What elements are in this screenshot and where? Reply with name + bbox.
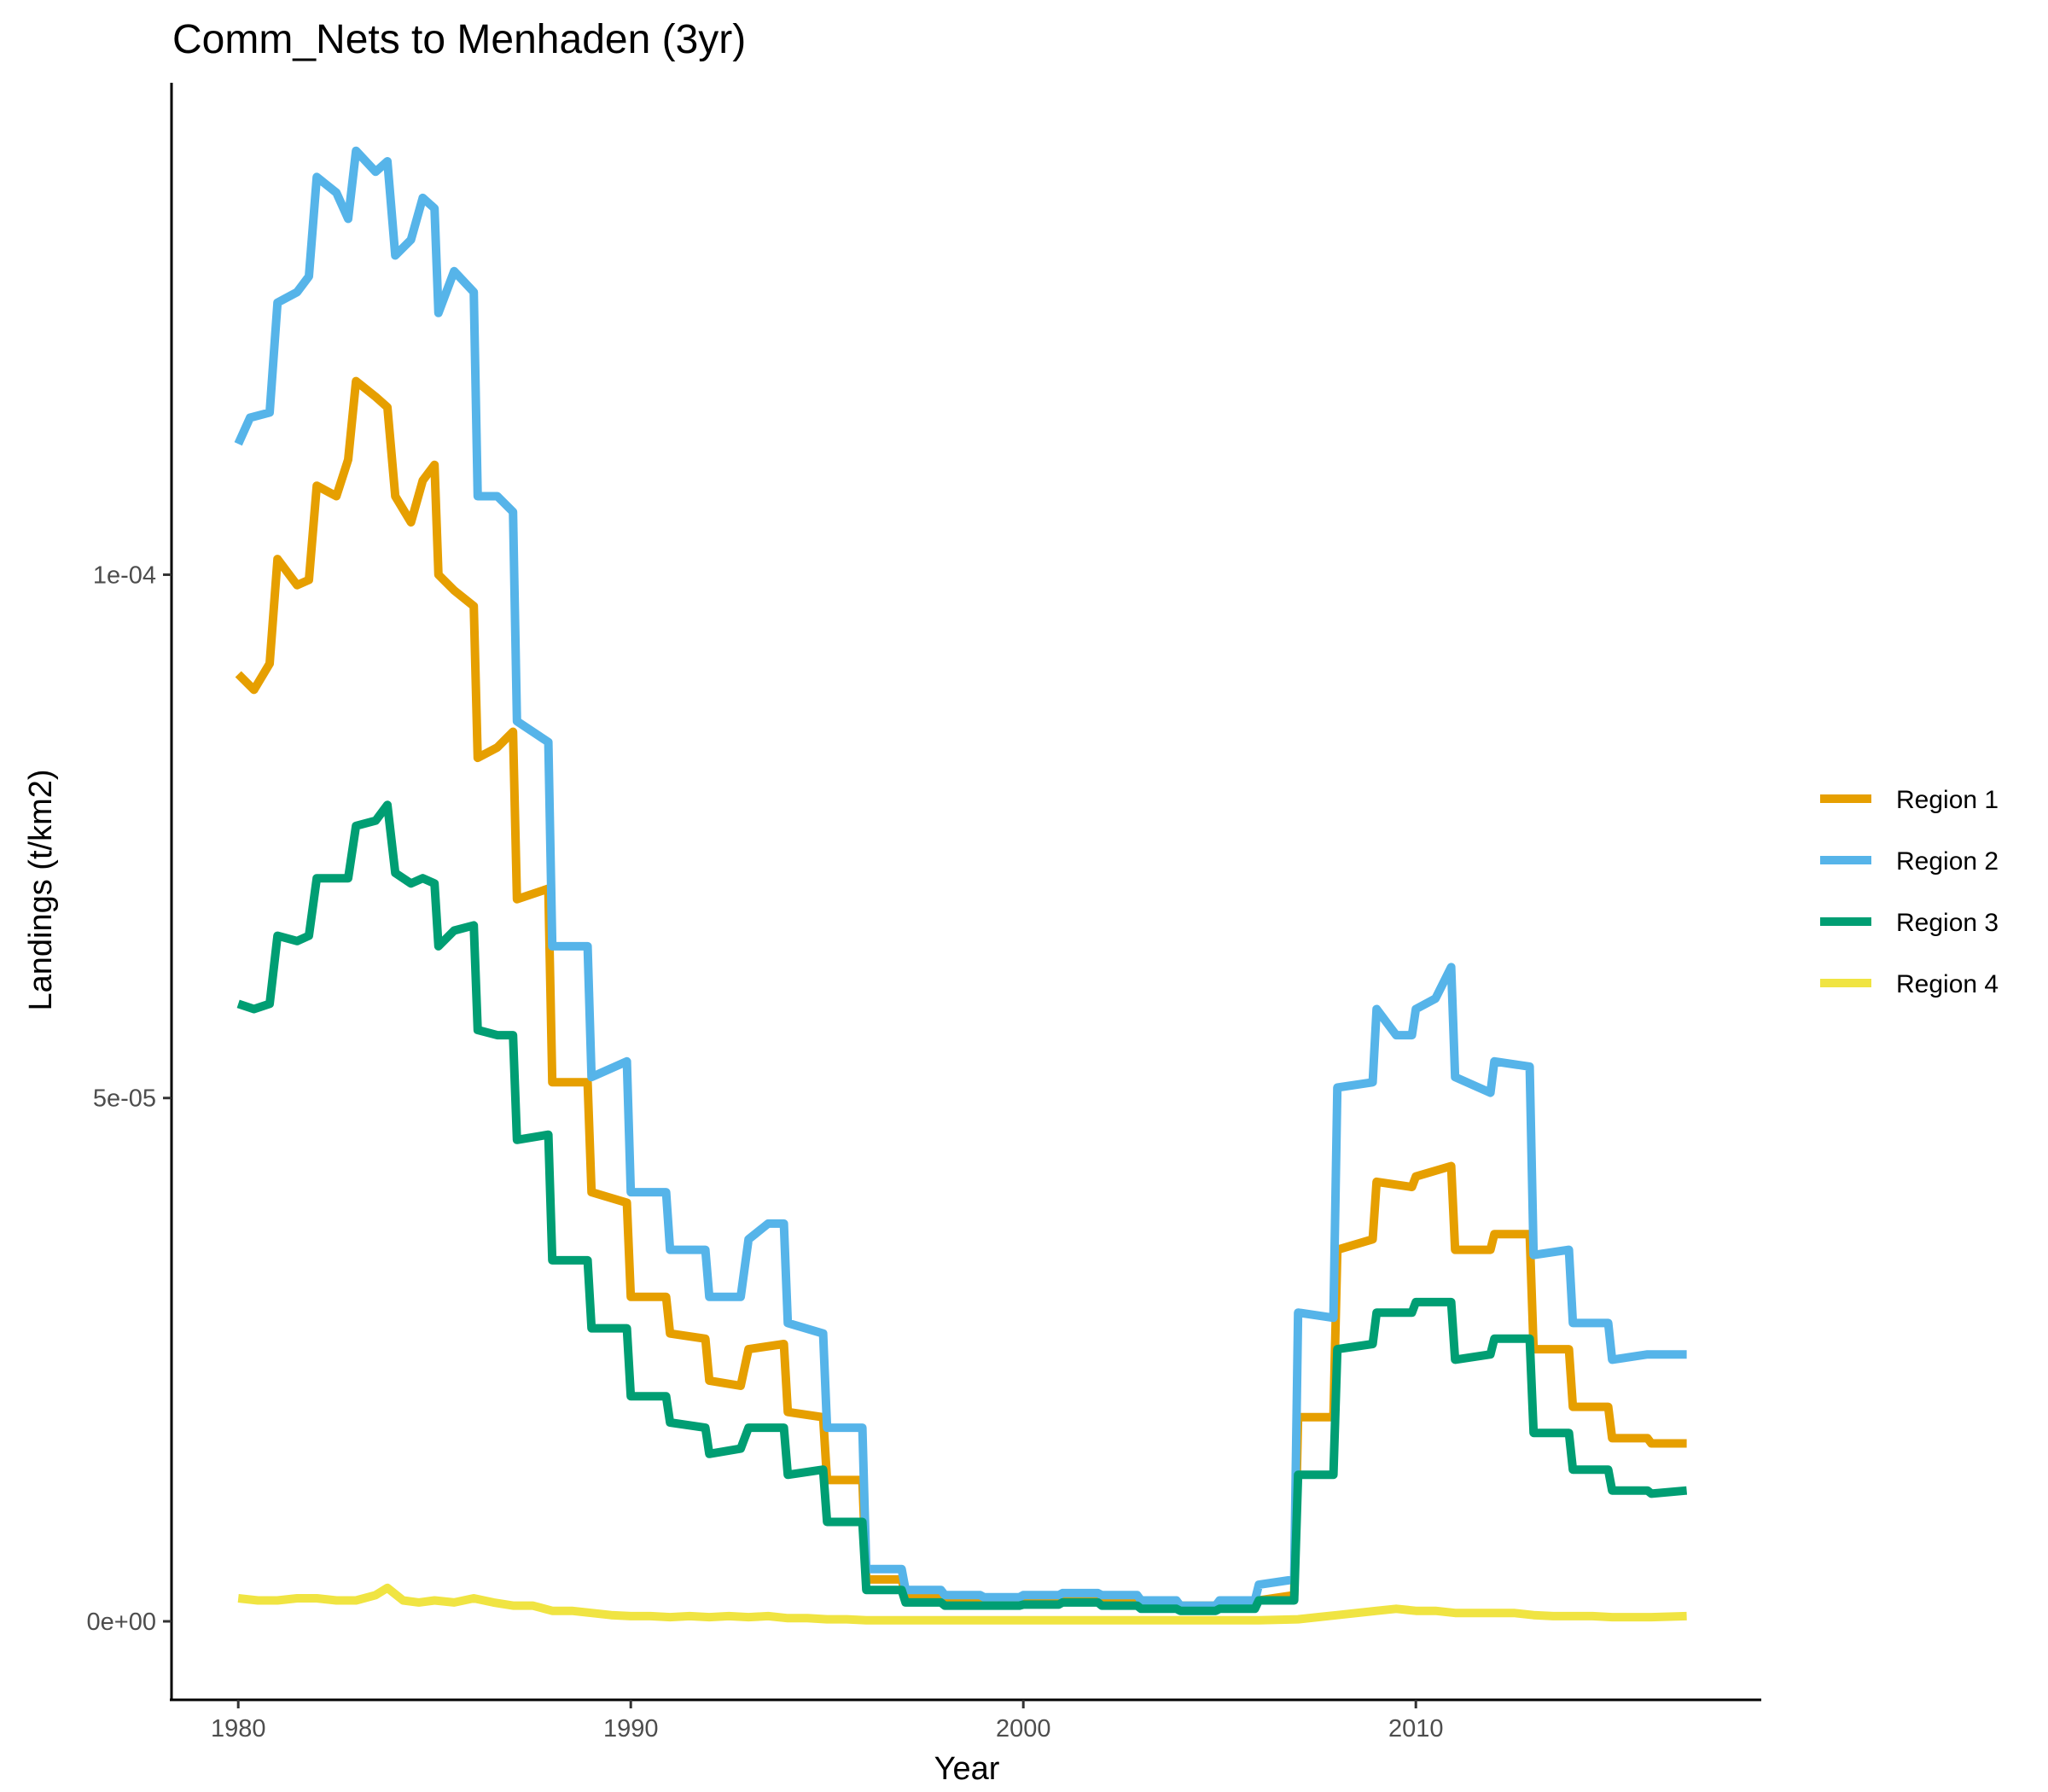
x-axis-title: Year bbox=[934, 1751, 1000, 1787]
series-line-region-3 bbox=[236, 800, 1688, 1615]
x-tick-label: 1990 bbox=[603, 1715, 659, 1743]
x-axis-ticks: 1980 1990 2000 2010 bbox=[211, 1700, 1444, 1743]
y-axis-ticks: 0e+00 5e-05 1e-04 bbox=[87, 561, 172, 1636]
legend: Region 1 Region 2 Region 3 Region 4 bbox=[1820, 786, 1999, 998]
y-axis-title: Landings (t/km2) bbox=[23, 769, 59, 1010]
legend-label-region-3: Region 3 bbox=[1896, 909, 1999, 937]
legend-label-region-4: Region 4 bbox=[1896, 970, 1999, 998]
y-tick-label: 1e-04 bbox=[93, 561, 156, 589]
series-line-region-1 bbox=[235, 376, 1687, 1610]
x-tick-label: 1980 bbox=[211, 1715, 266, 1743]
y-tick-label: 5e-05 bbox=[93, 1085, 156, 1113]
chart-title: Comm_Nets to Menhaden (3yr) bbox=[172, 17, 746, 62]
series-line-region-2 bbox=[234, 146, 1687, 1610]
series-layer bbox=[234, 146, 1688, 1625]
legend-label-region-1: Region 1 bbox=[1896, 786, 1999, 814]
legend-label-region-2: Region 2 bbox=[1896, 847, 1999, 876]
series-line-region-4 bbox=[237, 1583, 1687, 1625]
x-tick-label: 2000 bbox=[996, 1715, 1051, 1743]
y-tick-label: 0e+00 bbox=[87, 1609, 156, 1636]
plot-area: 1980 1990 2000 2010 0e+00 5e-05 1e-04 bbox=[87, 83, 1761, 1743]
x-tick-label: 2010 bbox=[1388, 1715, 1444, 1743]
